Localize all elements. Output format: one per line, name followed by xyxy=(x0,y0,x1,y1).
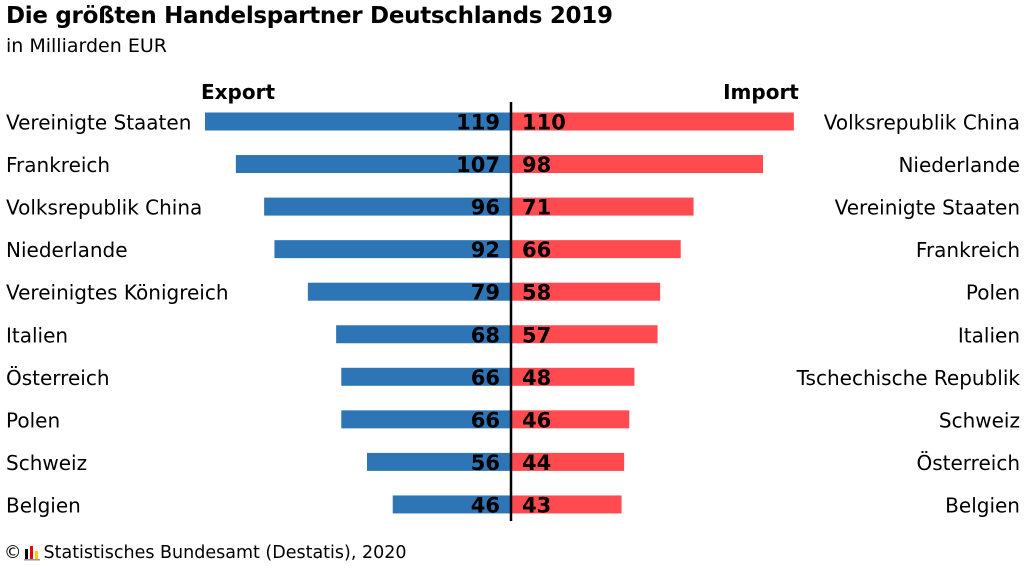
import-bar xyxy=(511,410,630,429)
export-category-label: Frankreich xyxy=(6,153,110,177)
import-category-label: Österreich xyxy=(917,451,1021,475)
import-bar xyxy=(511,282,661,301)
import-value-label: 57 xyxy=(522,323,551,347)
export-value-label: 56 xyxy=(471,451,500,475)
import-category-label: Frankreich xyxy=(916,238,1020,262)
export-bar xyxy=(336,325,511,344)
import-category-label: Tschechische Republik xyxy=(796,366,1021,390)
copyright-symbol: © xyxy=(4,543,22,563)
import-category-label: Belgien xyxy=(945,493,1020,517)
destatis-logo-icon xyxy=(23,546,40,561)
export-value-label: 68 xyxy=(471,323,500,347)
export-series-label: Export xyxy=(201,80,275,104)
import-value-label: 46 xyxy=(522,408,551,432)
export-bar xyxy=(392,495,511,514)
export-category-label: Vereinigte Staaten xyxy=(6,111,191,135)
import-value-label: 44 xyxy=(522,451,551,475)
import-bar xyxy=(511,325,658,344)
import-bar xyxy=(511,197,694,216)
import-bar xyxy=(511,495,622,514)
import-bar xyxy=(511,452,625,471)
export-value-label: 92 xyxy=(471,238,500,262)
export-bar xyxy=(341,367,511,386)
import-value-label: 43 xyxy=(522,493,551,517)
export-value-label: 107 xyxy=(456,153,500,177)
export-value-label: 66 xyxy=(471,408,500,432)
import-category-label: Niederlande xyxy=(898,153,1020,177)
export-value-label: 46 xyxy=(471,493,500,517)
import-bar xyxy=(511,155,763,174)
export-bar xyxy=(235,155,511,174)
export-category-label: Volksrepublik China xyxy=(6,196,202,220)
export-value-label: 66 xyxy=(471,366,500,390)
import-category-label: Schweiz xyxy=(939,408,1020,432)
export-bar xyxy=(205,112,511,131)
export-value-label: 96 xyxy=(471,196,500,220)
chart-title: Die größten Handelspartner Deutschlands … xyxy=(6,3,613,29)
export-bar xyxy=(274,240,511,259)
import-bar xyxy=(511,112,794,131)
category-labels: 119 Vereinigte Staaten 107 Frankreich 96 Volk… xyxy=(6,111,1020,518)
import-value-label: 58 xyxy=(522,281,551,305)
export-category-label: Belgien xyxy=(6,493,81,517)
export-category-label: Schweiz xyxy=(6,451,87,475)
export-bar xyxy=(264,197,511,216)
export-category-label: Italien xyxy=(6,323,68,347)
import-value-label: 66 xyxy=(522,238,551,262)
import-value-label: 110 xyxy=(522,111,566,135)
export-bar xyxy=(367,452,511,471)
import-category-label: Polen xyxy=(966,281,1020,305)
import-value-label: 98 xyxy=(522,153,551,177)
export-bar xyxy=(341,410,511,429)
export-category-label: Niederlande xyxy=(6,238,128,262)
import-category-label: Italien xyxy=(958,323,1020,347)
import-bars xyxy=(511,112,794,514)
import-value-label: 71 xyxy=(522,196,551,220)
export-category-label: Vereinigtes Königreich xyxy=(6,281,229,305)
export-bars xyxy=(205,112,511,514)
chart-subtitle: in Milliarden EUR xyxy=(6,35,167,57)
import-bar xyxy=(511,240,681,259)
export-value-label: 79 xyxy=(471,281,500,305)
import-category-label: Vereinigte Staaten xyxy=(835,196,1020,220)
export-bar xyxy=(307,282,511,301)
export-category-label: Österreich xyxy=(6,366,110,390)
import-bar xyxy=(511,367,635,386)
export-value-label: 119 xyxy=(456,111,500,135)
export-category-label: Polen xyxy=(6,408,60,432)
import-value-label: 48 xyxy=(522,366,551,390)
source-note: © Statistisches Bundesamt (Destatis), 20… xyxy=(4,543,407,563)
import-category-label: Volksrepublik China xyxy=(824,111,1020,135)
import-series-label: Import xyxy=(723,80,799,104)
source-text: Statistisches Bundesamt (Destatis), 2020 xyxy=(43,543,407,563)
